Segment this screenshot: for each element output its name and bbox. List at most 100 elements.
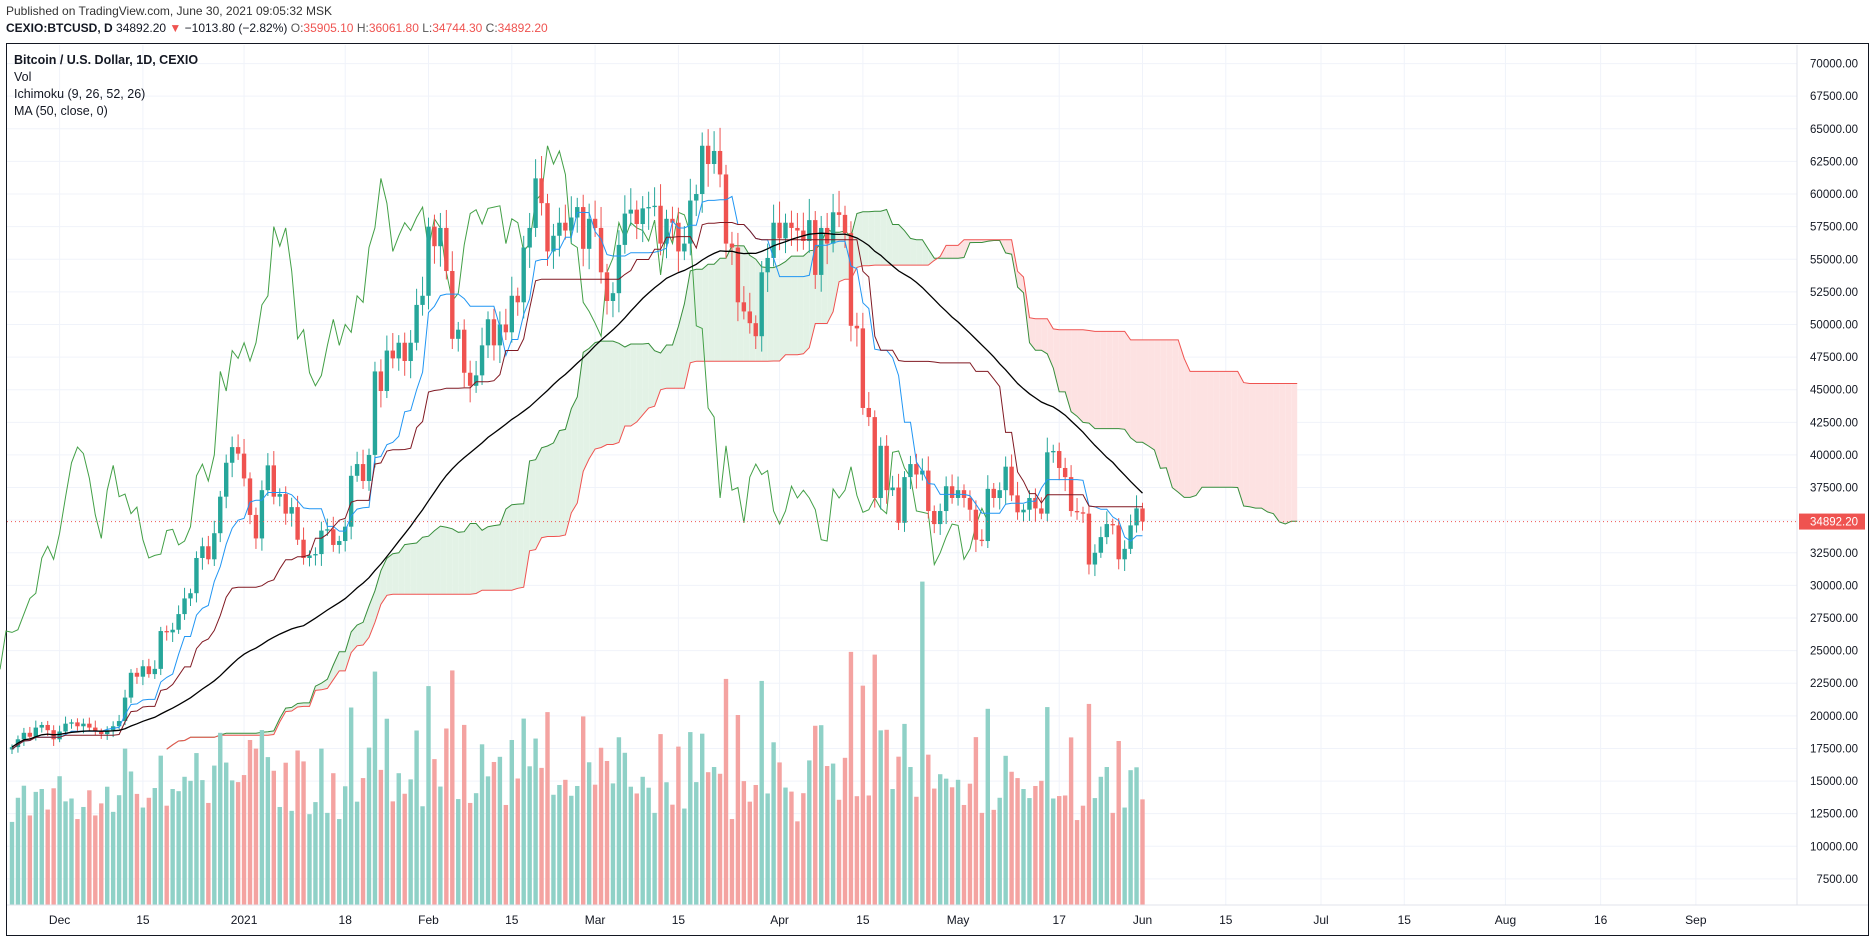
volume-bar — [176, 791, 181, 905]
volume-bar — [961, 804, 967, 905]
candle-body — [1057, 451, 1062, 468]
candle-body — [991, 488, 996, 498]
ichimoku-cloud-segment — [404, 543, 411, 595]
ichimoku-cloud-segment — [767, 267, 774, 362]
candle-body — [1086, 513, 1092, 565]
candle-body — [337, 541, 342, 545]
candle-body — [646, 207, 651, 209]
volume-bar — [81, 806, 86, 905]
x-tick-label: 15 — [1398, 913, 1412, 927]
volume-bar — [539, 767, 544, 905]
x-tick-label: 17 — [1053, 913, 1067, 927]
volume-bar — [503, 804, 509, 905]
ichimoku-cloud-segment — [345, 631, 352, 671]
x-tick-label: 15 — [505, 913, 519, 927]
candle-body — [206, 546, 211, 560]
ma-50-line — [11, 232, 1143, 748]
volume-bar — [140, 807, 146, 905]
ichimoku-cloud-segment — [440, 526, 447, 595]
ichimoku-cloud-segment — [648, 343, 655, 408]
candle-body — [301, 539, 306, 558]
ichimoku-cloud-segment — [690, 269, 697, 363]
ichimoku-cloud-segment — [874, 211, 881, 266]
candle-body — [396, 342, 401, 359]
volume-bar — [622, 752, 628, 905]
candle-body — [122, 697, 128, 722]
ichimoku-cloud-segment — [303, 702, 310, 707]
volume-bar — [610, 783, 616, 905]
x-tick-label: Jul — [1313, 913, 1328, 927]
candle-body — [271, 465, 276, 497]
candle-body — [146, 666, 152, 675]
ichimoku-cloud-segment — [1219, 371, 1226, 488]
volume-bar — [164, 805, 169, 905]
ichimoku-cloud-segment — [547, 442, 554, 537]
ichimoku-cloud-segment — [1136, 339, 1143, 443]
y-tick-label: 70000.00 — [1810, 59, 1858, 71]
volume-bar — [1074, 820, 1080, 905]
volume-bar — [640, 776, 645, 905]
candle-body — [325, 529, 330, 531]
candle-body — [896, 487, 901, 523]
ichimoku-cloud-segment — [428, 530, 435, 595]
volume-bar — [717, 773, 723, 905]
y-tick-label: 15000.00 — [1810, 776, 1858, 788]
volume-bar — [134, 793, 140, 905]
volume-bar — [450, 670, 455, 905]
volume-bar — [438, 786, 443, 905]
volume-bar — [152, 788, 157, 905]
volume-bar — [604, 760, 610, 905]
volume-bar — [729, 819, 735, 905]
open-label: O: — [290, 21, 304, 35]
candle-body — [491, 319, 497, 346]
volume-bar — [1015, 778, 1020, 905]
y-tick-label: 62500.00 — [1810, 156, 1858, 168]
volume-bar — [557, 784, 562, 905]
volume-bar — [765, 793, 770, 905]
x-tick-label: Sep — [1685, 913, 1707, 927]
ichimoku-cloud-segment — [577, 352, 584, 503]
candle-body — [1015, 495, 1020, 513]
candle-body — [634, 209, 639, 225]
ichimoku-cloud-segment — [779, 261, 786, 361]
volume-bar — [241, 775, 247, 905]
ichimoku-cloud-segment — [464, 523, 471, 595]
candle-body — [218, 496, 223, 534]
candle-body — [908, 464, 913, 478]
volume-bar — [515, 778, 520, 905]
candle-body — [45, 724, 50, 731]
ichimoku-cloud-segment — [1100, 331, 1107, 429]
x-tick-label: 18 — [339, 913, 353, 927]
volume-bar — [813, 725, 818, 905]
candle-body — [943, 486, 949, 512]
candle-body — [1098, 537, 1104, 553]
ichimoku-cloud-segment — [386, 553, 393, 596]
ichimoku-cloud-segment — [511, 504, 518, 591]
ichimoku-cloud-segment — [285, 707, 292, 712]
volume-bar — [15, 797, 21, 905]
candle-body — [973, 509, 979, 540]
candle-body — [1134, 508, 1139, 526]
high-label: H: — [356, 21, 369, 35]
volume-bar — [854, 796, 860, 905]
candle-body — [545, 203, 550, 252]
volume-bar — [664, 782, 669, 905]
candle-body — [283, 494, 288, 514]
candle-body — [830, 212, 836, 244]
candle-body — [313, 554, 318, 556]
candle-body — [771, 222, 776, 258]
candle-body — [688, 200, 693, 244]
volume-bar — [586, 762, 592, 905]
candle-body — [69, 722, 74, 724]
candle-body — [247, 478, 253, 515]
ichimoku-cloud-segment — [297, 702, 304, 708]
volume-bar — [301, 761, 306, 905]
candle-body — [39, 724, 44, 728]
ichimoku-cloud-segment — [1017, 271, 1024, 293]
candle-body — [343, 526, 348, 542]
volume-bar — [658, 734, 663, 905]
ichimoku-cloud-segment — [1005, 239, 1012, 255]
candle-body — [866, 407, 871, 418]
chart-frame[interactable] — [6, 43, 1869, 936]
